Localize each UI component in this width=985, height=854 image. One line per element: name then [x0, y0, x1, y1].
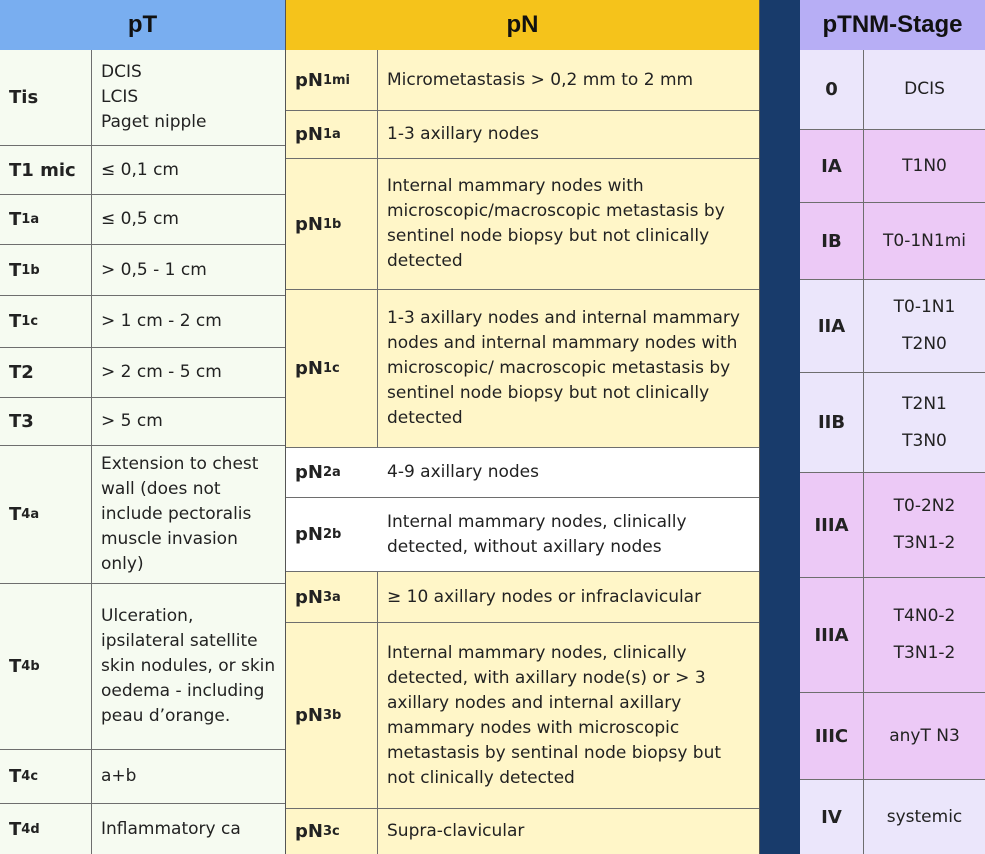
pn-desc: 1-3 axillary nodes and internal mammary …: [387, 308, 740, 428]
pt-row-t3: T3 > 5 cm: [0, 398, 285, 446]
pt-label: T 1b: [9, 259, 40, 281]
stage-row-iiia-2: IIIA T4N0-2 T3N1-2: [800, 578, 985, 693]
stage-label: IA: [821, 155, 842, 177]
ptnm-divider: [863, 50, 864, 854]
pn-column: pN pN 1mi Micrometastasis > 0,2 mm to 2 m…: [286, 0, 760, 854]
stage-label: IB: [821, 230, 842, 252]
pt-row-t4c: T 4c a+b: [0, 750, 285, 804]
pt-row-t4d: T 4d Inflammatory ca: [0, 804, 285, 854]
pn-row-1a: pN 1a 1-3 axillary nodes: [286, 111, 759, 159]
stage-label: IIA: [817, 315, 846, 337]
pt-desc: Ulceration, ipsilateral satellite skin n…: [101, 606, 276, 726]
pt-row-t1a: T 1a ≤ 0,5 cm: [0, 195, 285, 245]
pt-row-t2: T2 > 2 cm - 5 cm: [0, 348, 285, 398]
pn-desc: Supra-clavicular: [387, 821, 525, 841]
pt-desc: Extension to chest wall (does not includ…: [101, 454, 259, 574]
stage-label: 0: [825, 79, 838, 100]
pt-row-tis: Tis DCIS LCIS Paget nipple: [0, 50, 285, 146]
stage-desc: anyT N3: [889, 725, 960, 746]
pn-desc: 1-3 axillary nodes: [387, 124, 539, 144]
stage-desc: T1N0: [902, 155, 947, 176]
pt-label: T 1c: [9, 311, 39, 332]
pt-desc: > 0,5 - 1 cm: [101, 259, 207, 280]
pt-label: T3: [9, 411, 34, 432]
pt-label: T 4a: [9, 504, 40, 525]
pt-desc: > 1 cm - 2 cm: [101, 311, 222, 331]
stage-label: IIB: [817, 412, 846, 433]
pn-label: pN 2b: [295, 524, 342, 545]
stage-row-0: 0 DCIS: [800, 50, 985, 130]
pt-label: T 4b: [9, 656, 40, 677]
pt-label: Tis: [9, 87, 39, 108]
stage-desc: T4N0-2 T3N1-2: [893, 606, 956, 663]
stage-row-iv: IV systemic: [800, 780, 985, 854]
stage-row-iiia-1: IIIA T0-2N2 T3N1-2: [800, 473, 985, 578]
pn-row-3a: pN 3a ≥ 10 axillary nodes or infraclavicu…: [286, 572, 759, 623]
stage-row-iib: IIB T2N1 T3N0: [800, 373, 985, 473]
pt-desc: > 5 cm: [101, 411, 163, 431]
pn-desc: ≥ 10 axillary nodes or infraclavicular: [387, 586, 702, 607]
pt-label: T 4c: [9, 766, 39, 787]
pt-label: T1 mic: [9, 159, 76, 181]
stage-row-ib: IB T0-1N1mi: [800, 203, 985, 280]
ptnm-column: pTNM-Stage 0 DCIS IA T1N0 IB T0-1N1mi II…: [800, 0, 985, 854]
pt-label: T2: [9, 362, 34, 383]
pn-row-1b: pN 1b Internal mammary nodes with microsc…: [286, 159, 759, 290]
pt-desc: Inflammatory ca: [101, 818, 241, 839]
pn-row-3b: pN 3b Internal mammary nodes, clinically …: [286, 623, 759, 809]
pt-divider: [91, 50, 92, 854]
pt-desc: ≤ 0,5 cm: [101, 209, 179, 229]
pt-desc: ≤ 0,1 cm: [101, 159, 179, 180]
stage-label: IV: [821, 806, 842, 828]
pt-desc: > 2 cm - 5 cm: [101, 362, 222, 382]
pn-row-1mi: pN 1mi Micrometastasis > 0,2 mm to 2 mm: [286, 50, 759, 111]
stage-label: IIIC: [814, 725, 849, 747]
pn-label: pN 3c: [295, 821, 340, 842]
pt-row-t4b: T 4b Ulceration, ipsilateral satellite sk…: [0, 584, 285, 750]
stage-row-iiic: IIIC anyT N3: [800, 693, 985, 780]
stage-row-iia: IIA T0-1N1 T2N0: [800, 280, 985, 373]
pn-desc: Internal mammary nodes, clinically detec…: [387, 642, 722, 788]
stage-label: IIIA: [814, 624, 849, 646]
pn-desc: Micrometastasis > 0,2 mm to 2 mm: [387, 69, 694, 90]
pn-label: pN 1c: [295, 358, 340, 379]
pn-label: pN 2a: [295, 462, 341, 483]
pn-label: pN 1mi: [295, 69, 351, 91]
pt-label: T 4d: [9, 818, 40, 840]
pt-desc: a+b: [101, 766, 137, 786]
pn-label: pN 3a: [295, 586, 341, 608]
stage-desc: DCIS: [904, 79, 945, 99]
pt-row-t1c: T 1c > 1 cm - 2 cm: [0, 296, 285, 348]
stage-label: IIIA: [814, 514, 849, 536]
stage-desc: systemic: [886, 806, 963, 827]
ptnm-header: pTNM-Stage: [800, 0, 985, 50]
pt-row-t1mic: T1 mic ≤ 0,1 cm: [0, 146, 285, 195]
pt-row-t4a: T 4a Extension to chest wall (does not in…: [0, 446, 285, 584]
pn-row-3c: pN 3c Supra-clavicular: [286, 809, 759, 854]
pn-row-2a: pN 2a 4-9 axillary nodes: [286, 448, 759, 498]
stage-row-ia: IA T1N0: [800, 130, 985, 203]
pn-desc: 4-9 axillary nodes: [387, 462, 539, 482]
pn-row-2b: pN 2b Internal mammary nodes, clinically …: [286, 498, 759, 572]
pt-column: pT Tis DCIS LCIS Paget nipple T1 mic ≤ 0…: [0, 0, 286, 854]
pn-row-1c: pN 1c 1-3 axillary nodes and internal mam…: [286, 290, 759, 448]
pn-label: pN 3b: [295, 705, 342, 726]
pn-desc: Internal mammary nodes, clinically detec…: [387, 511, 687, 557]
pt-label: T 1a: [9, 209, 40, 230]
column-gap-divider: [760, 0, 800, 854]
stage-desc: T0-2N2 T3N1-2: [893, 496, 956, 553]
stage-desc: T0-1N1mi: [883, 230, 966, 251]
pn-header: pN: [286, 0, 759, 50]
stage-desc: T0-1N1 T2N0: [893, 297, 956, 354]
pt-header: pT: [0, 0, 285, 50]
stage-desc: T2N1 T3N0: [902, 393, 947, 451]
pn-label: pN 1a: [295, 124, 341, 145]
pn-label: pN 1b: [295, 213, 342, 235]
pt-desc: DCIS LCIS Paget nipple: [101, 62, 207, 132]
pn-desc: Internal mammary nodes with microscopic/…: [387, 176, 725, 271]
pt-row-t1b: T 1b > 0,5 - 1 cm: [0, 245, 285, 296]
